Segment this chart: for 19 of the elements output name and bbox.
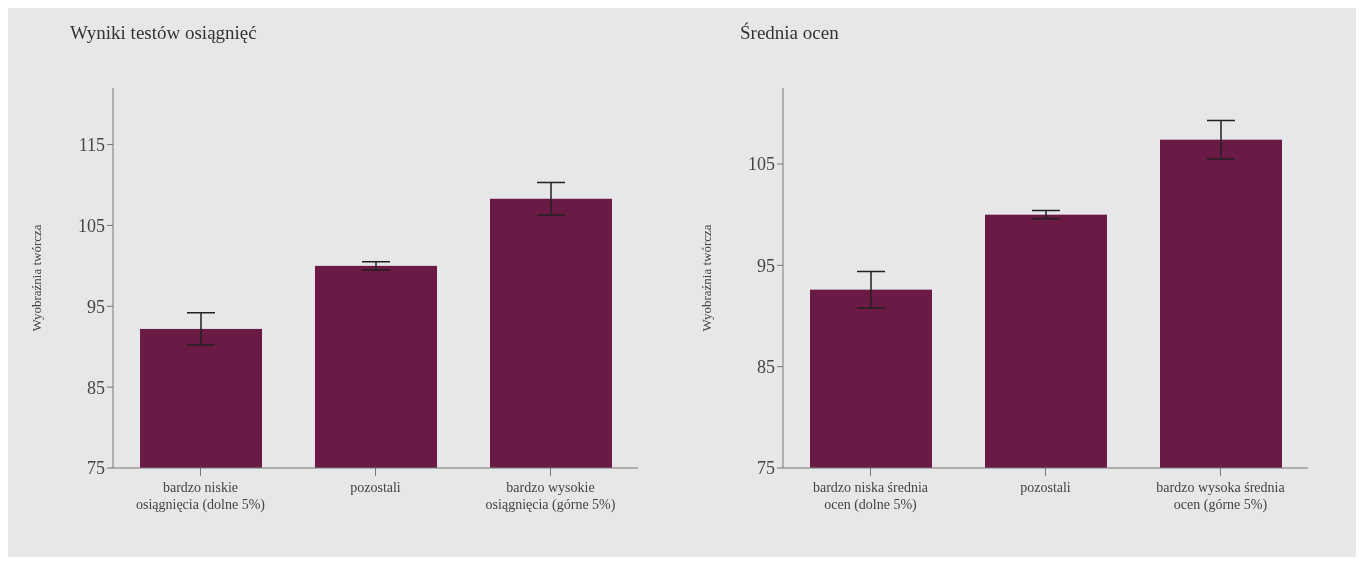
x-tick-label: bardzo wysokie osiągnięcia (górne 5%) xyxy=(485,480,616,513)
y-axis-title: Wyobraźnia twórcza xyxy=(28,224,44,332)
y-tick-label: 115 xyxy=(78,134,105,155)
x-tick-label: bardzo niskie osiągnięcia (dolne 5%) xyxy=(135,480,266,513)
y-tick-label: 85 xyxy=(87,377,105,398)
y-tick-label: 105 xyxy=(748,154,775,175)
y-tick-label: 95 xyxy=(87,296,105,317)
y-tick-label: 105 xyxy=(78,215,105,236)
x-tick-label: bardzo niska średnia ocen (dolne 5%) xyxy=(812,480,929,513)
chart-title: Średnia ocen xyxy=(740,22,839,44)
y-tick-label: 75 xyxy=(757,458,775,479)
y-tick-label: 85 xyxy=(757,357,775,378)
y-tick-label: 95 xyxy=(757,255,775,276)
y-tick-label: 75 xyxy=(87,458,105,479)
chart-title: Wyniki testów osiągnięć xyxy=(70,22,257,44)
x-tick-label: pozostali xyxy=(1020,480,1071,495)
x-tick-label: pozostali xyxy=(350,480,401,495)
y-axis-title: Wyobraźnia twórcza xyxy=(698,224,714,332)
x-tick-label: bardzo wysoka średnia ocen (górne 5%) xyxy=(1156,480,1286,513)
